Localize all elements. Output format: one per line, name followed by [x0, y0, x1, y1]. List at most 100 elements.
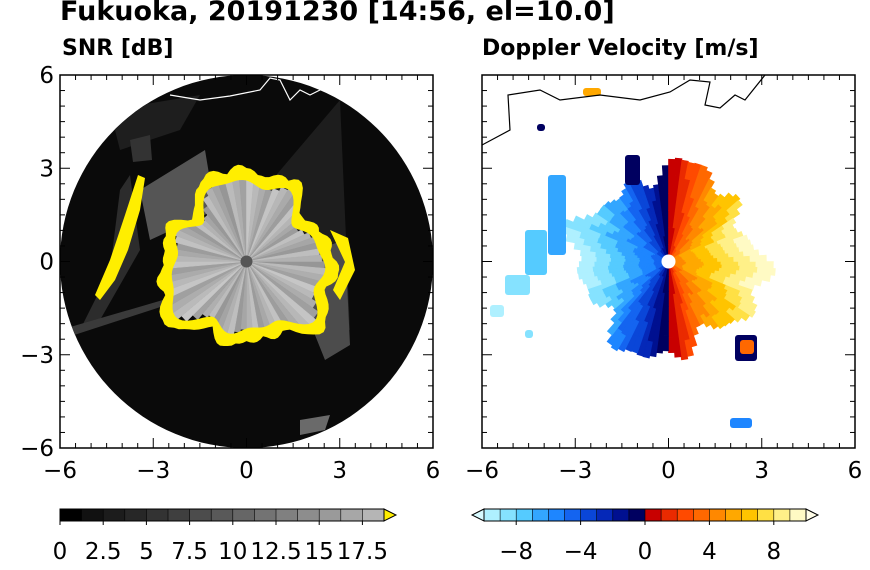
velocity-bin: [732, 306, 750, 322]
colorbar-swatch: [580, 509, 597, 521]
velocity-patch: [525, 330, 533, 338]
colorbar-swatch: [484, 509, 501, 521]
velocity-patch: [625, 155, 640, 185]
x-tick-label: 6: [426, 458, 441, 484]
velocity-bin: [733, 255, 751, 262]
x-tick-label: 3: [754, 458, 769, 484]
velocity-bin: [613, 301, 626, 314]
velocity-bin: [642, 340, 653, 359]
colorbar-swatch: [693, 509, 710, 521]
velocity-bin: [752, 272, 771, 282]
velocity-patch: [730, 418, 752, 428]
colorbar-frame: [59, 508, 385, 522]
x-tick-label: −6: [43, 458, 77, 484]
snr-wedge: [246, 254, 322, 262]
colorbar-swatch: [319, 509, 342, 521]
velocity-bin: [724, 193, 741, 210]
velocity-bin: [695, 164, 708, 184]
coastline: [482, 75, 766, 146]
velocity-bin: [593, 261, 610, 267]
velocity-bin: [749, 254, 767, 262]
colorbar-swatch: [500, 509, 517, 521]
x-tick-label: 3: [332, 458, 347, 484]
velocity-bin: [744, 276, 763, 287]
colorbar-swatch: [645, 509, 662, 521]
colorbar-tick-label: −4: [564, 539, 598, 565]
colorbar-tick-label: 17.5: [337, 539, 388, 565]
colorbar-swatch: [709, 509, 726, 521]
colorbar-swatch: [340, 509, 363, 521]
radar-site-marker: [240, 255, 253, 268]
snr-echo-core: [167, 178, 327, 335]
velocity-patch: [548, 175, 566, 255]
x-tick-label: −3: [558, 458, 592, 484]
colorbar-swatch: [146, 509, 169, 521]
y-tick-label: 3: [39, 156, 54, 182]
velocity-bin: [679, 159, 689, 179]
velocity-bin: [662, 181, 669, 198]
colorbar-swatch: [103, 509, 126, 521]
colorbar-swatch: [81, 509, 104, 521]
velocity-bin: [576, 266, 594, 274]
colorbar-swatch: [276, 509, 298, 521]
colorbar-tick-label: 8: [766, 539, 781, 565]
colorbar-swatch: [124, 509, 147, 521]
snr-axis-ticks: [59, 74, 434, 449]
colorbar-tick-label: 0: [638, 539, 653, 565]
colorbar-swatch: [297, 509, 320, 521]
snr-saturated-ring: [156, 164, 340, 346]
snr-panel-title: SNR [dB]: [62, 36, 174, 61]
velocity-bin: [724, 208, 741, 223]
velocity-bin: [756, 267, 776, 276]
x-tick-label: 6: [848, 458, 863, 484]
snr-axis-labels: −6 −3 0 3 6 6 3 0 −3 −6: [20, 63, 440, 484]
snr-panel: −6 −3 0 3 6 6 3 0 −3 −6: [20, 63, 440, 484]
colorbar-extend-low: [470, 508, 485, 522]
velocity-bin: [701, 178, 715, 196]
velocity-bin: [668, 337, 675, 354]
velocity-patch: [583, 88, 601, 96]
velocity-bin: [636, 338, 648, 357]
velocity-bin: [668, 321, 674, 338]
velocity-bin: [609, 199, 624, 214]
velocity-bin: [699, 313, 712, 328]
colorbar-tick-label: −8: [499, 539, 533, 565]
velocity-bin: [699, 169, 713, 189]
x-tick-label: 0: [661, 458, 676, 484]
velocity-bin: [668, 306, 673, 323]
colorbar-swatch: [596, 509, 614, 521]
velocity-bin: [642, 184, 652, 200]
y-tick-label: 0: [39, 250, 54, 276]
velocity-bin: [563, 218, 585, 233]
x-tick-label: −3: [136, 458, 170, 484]
colorbar-swatch: [677, 509, 694, 521]
colorbar-tick-label: 15: [305, 539, 334, 565]
y-tick-label: 6: [39, 63, 54, 89]
velocity-bin: [599, 204, 616, 219]
colorbar-swatch: [725, 509, 742, 521]
colorbar-swatch: [189, 509, 212, 521]
coastline: [169, 77, 331, 102]
colorbar-swatch: [168, 509, 190, 521]
colorbar-swatch: [362, 509, 385, 521]
colorbar-swatch: [211, 509, 234, 521]
colorbar-swatch: [628, 509, 646, 521]
velocity-patch: [537, 124, 545, 131]
velocity-patch: [740, 340, 754, 354]
colorbar-swatch: [564, 509, 581, 521]
velocity-bin: [717, 256, 735, 262]
x-tick-label: −6: [465, 458, 499, 484]
velocity-bin: [737, 302, 756, 318]
colorbar-swatch: [773, 509, 791, 521]
velocity-bin: [725, 307, 742, 323]
velocity-bin: [578, 261, 595, 268]
velocity-bin: [721, 217, 737, 230]
velocity-echo-field: [490, 88, 776, 428]
velocity-axis-ticks: [481, 74, 856, 449]
velocity-bin: [608, 261, 625, 266]
velocity-bin: [705, 314, 719, 330]
colorbar-swatch: [757, 509, 775, 521]
y-tick-label: −6: [20, 436, 54, 462]
velocity-bin: [738, 280, 755, 291]
